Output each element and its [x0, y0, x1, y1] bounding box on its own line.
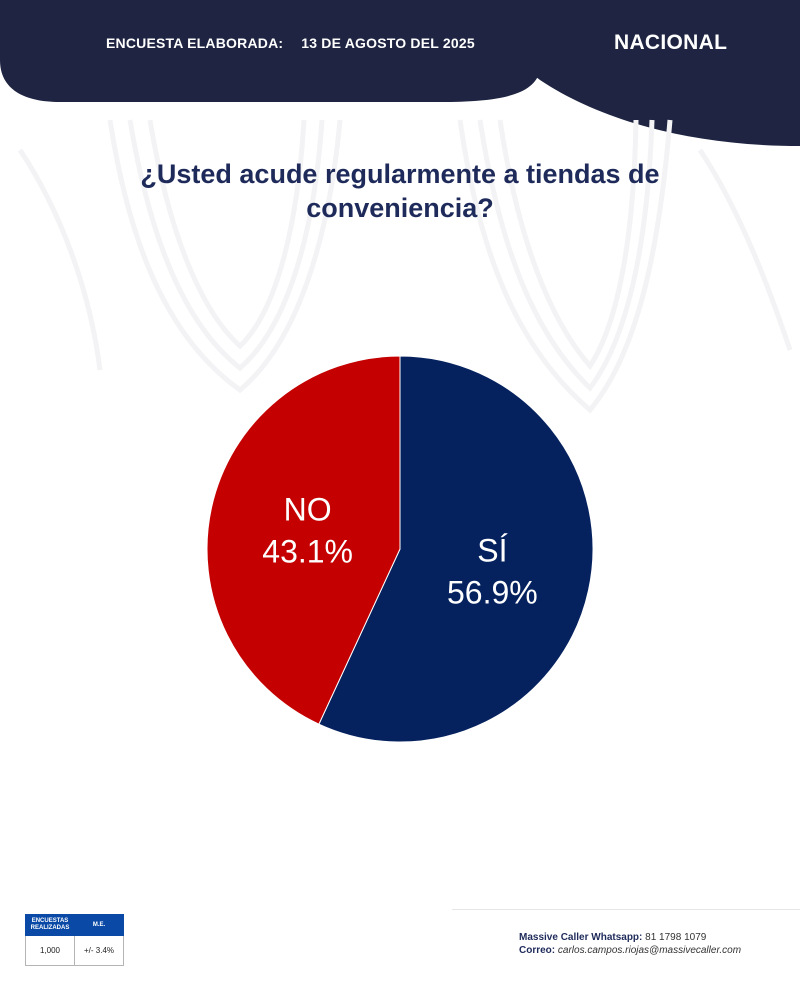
survey-stats-table: ENCUESTAS REALIZADAS M.E. 1,000 +/- 3.4% — [25, 914, 124, 966]
footer-divider — [452, 909, 800, 910]
margin-error-header: M.E. — [74, 914, 124, 936]
contact-info: Massive Caller Whatsapp: 81 1798 1079 Co… — [519, 931, 741, 957]
survey-date-value: 13 DE AGOSTO DEL 2025 — [301, 35, 475, 51]
background-watermark — [17, 119, 793, 414]
slice-label-no: NO — [284, 492, 332, 528]
survey-date-label: ENCUESTA ELABORADA: — [106, 35, 284, 51]
email-address: carlos.campos.riojas@massivecaller.com — [557, 945, 742, 956]
whatsapp-number: 81 1798 1079 — [645, 932, 707, 943]
email-line: Correo: carlos.campos.riojas@massivecall… — [519, 945, 742, 956]
slice-value-no: 43.1% — [262, 534, 353, 570]
region-label: NACIONAL — [614, 31, 728, 54]
slice-value-si: 56.9% — [447, 574, 538, 610]
header-banner — [0, 0, 800, 146]
pie-slice-si — [318, 355, 594, 743]
chart-title: ¿Usted acude regularmente a tiendas de c… — [140, 159, 660, 223]
margin-error-value: +/- 3.4% — [74, 935, 124, 966]
slice-label-si: SÍ — [477, 532, 507, 568]
whatsapp-line: Massive Caller Whatsapp: 81 1798 1079 — [519, 932, 707, 943]
pie-slice-no — [206, 355, 401, 725]
surveys-value: 1,000 — [25, 935, 75, 966]
surveys-header: ENCUESTAS REALIZADAS — [25, 914, 75, 936]
header-wave-left — [0, 0, 541, 102]
survey-date: ENCUESTA ELABORADA: 13 DE AGOSTO DEL 2025 — [106, 35, 475, 51]
